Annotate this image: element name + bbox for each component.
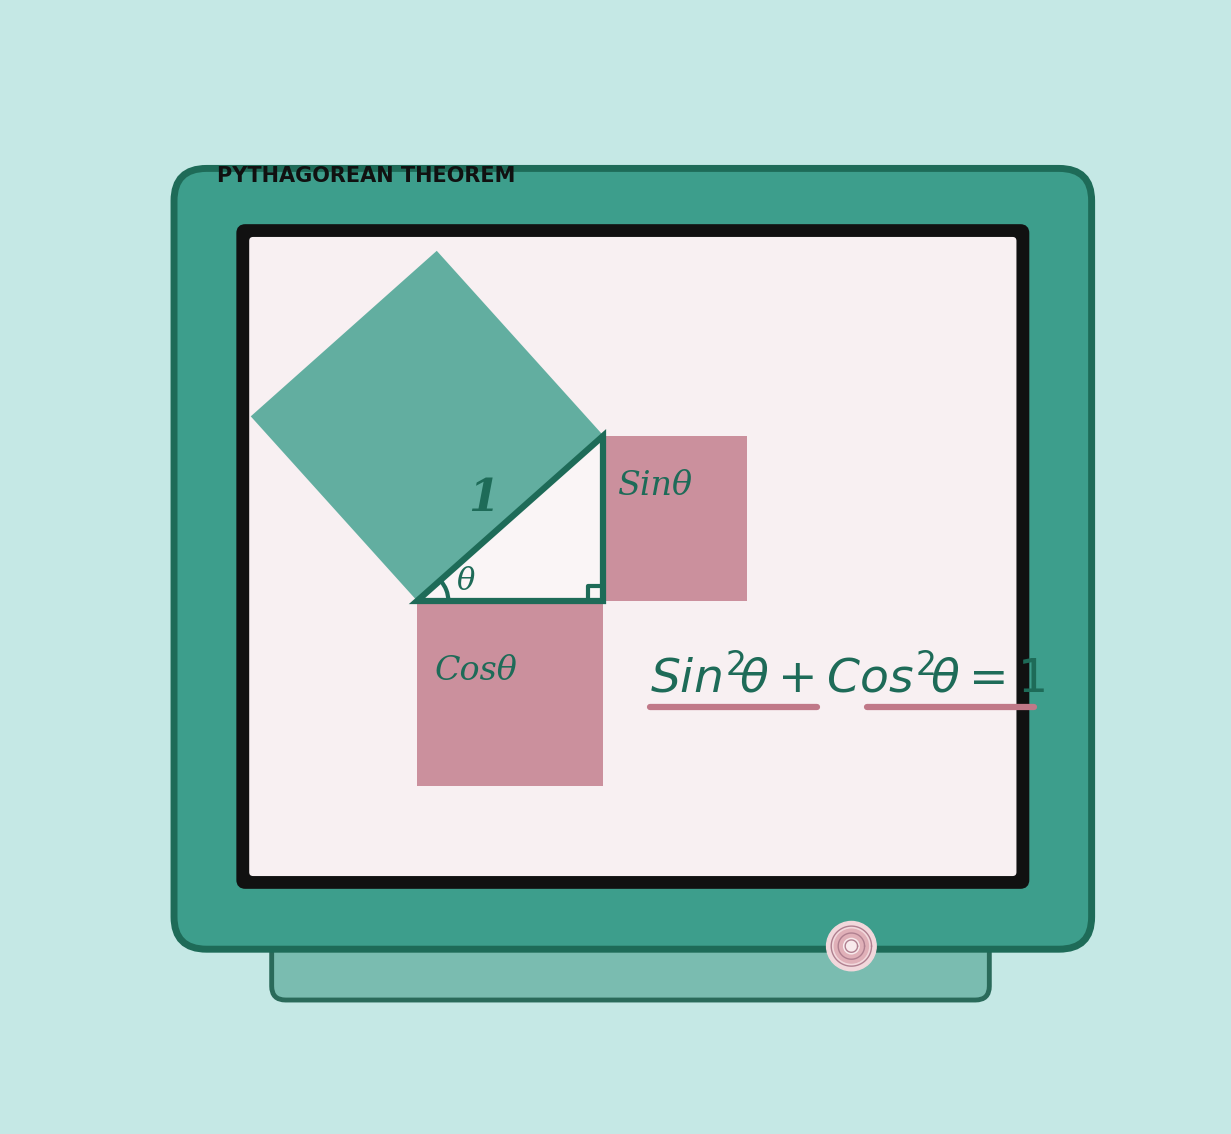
Circle shape xyxy=(826,922,876,971)
Text: 1: 1 xyxy=(468,476,499,519)
FancyBboxPatch shape xyxy=(272,896,990,1000)
Text: θ: θ xyxy=(457,566,474,596)
Circle shape xyxy=(843,939,859,954)
Bar xyxy=(417,601,603,786)
FancyBboxPatch shape xyxy=(249,237,1017,877)
Text: Sinθ: Sinθ xyxy=(617,471,693,502)
Text: Cosθ: Cosθ xyxy=(435,654,517,687)
FancyBboxPatch shape xyxy=(174,169,1092,949)
Polygon shape xyxy=(417,435,603,601)
FancyBboxPatch shape xyxy=(239,227,1027,886)
Circle shape xyxy=(835,929,868,963)
Polygon shape xyxy=(251,251,603,601)
Bar xyxy=(603,435,747,601)
Text: PYTHAGOREAN THEOREM: PYTHAGOREAN THEOREM xyxy=(218,166,516,186)
Text: $\mathit{Sin}^2\!\theta + \mathit{Cos}^2\!\theta = 1$: $\mathit{Sin}^2\!\theta + \mathit{Cos}^2… xyxy=(650,654,1045,702)
